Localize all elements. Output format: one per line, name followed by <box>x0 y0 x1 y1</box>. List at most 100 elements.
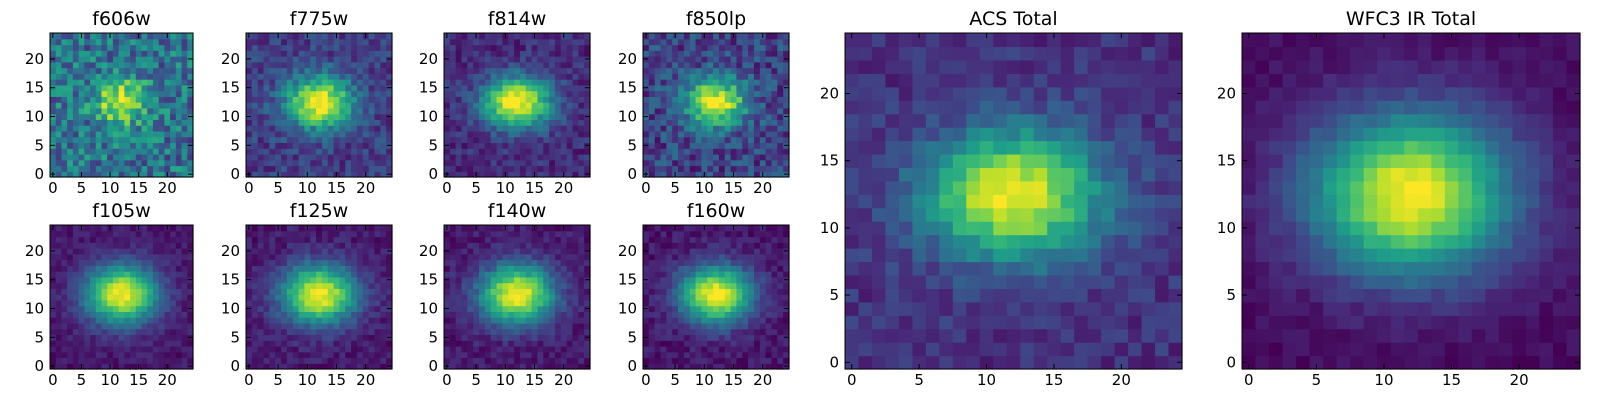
heatmap-cell <box>508 148 515 155</box>
heatmap-cell <box>508 165 515 172</box>
heatmap-cell <box>777 363 784 370</box>
heatmap-cell <box>316 276 323 284</box>
heatmap-cell <box>304 299 311 307</box>
heatmap-cell <box>730 130 738 138</box>
heatmap-cell <box>718 351 726 359</box>
heatmap-cell <box>327 340 335 347</box>
heatmap-cell <box>175 84 183 92</box>
heatmap-cell <box>181 363 188 370</box>
heatmap-cell <box>101 119 108 126</box>
heatmap-cell <box>724 33 732 40</box>
heatmap-cell <box>467 317 474 324</box>
heatmap-cell <box>683 107 691 115</box>
heatmap-cell <box>783 317 790 324</box>
heatmap-cell <box>461 305 468 312</box>
heatmap-cell <box>490 130 498 138</box>
heatmap-cell <box>449 351 457 359</box>
heatmap-cell <box>84 148 91 155</box>
heatmap-cell <box>141 165 148 172</box>
heatmap-cell <box>147 61 154 69</box>
heatmap-cell <box>141 351 148 359</box>
heatmap-cell <box>730 165 738 172</box>
heatmap-cell <box>327 225 335 232</box>
heatmap-cell <box>356 271 364 278</box>
heatmap-cell <box>286 56 294 63</box>
heatmap-cell <box>672 73 679 80</box>
heatmap-cell <box>164 96 171 103</box>
heatmap-cell <box>263 340 270 347</box>
heatmap-cell <box>672 136 679 144</box>
heatmap-cell <box>251 248 259 255</box>
heatmap-cell <box>152 340 160 347</box>
heatmap-cell <box>333 44 341 51</box>
heatmap-cell <box>292 148 300 155</box>
heatmap-cell <box>141 171 148 178</box>
heatmap-cell <box>473 317 480 324</box>
heatmap-cell <box>321 130 329 138</box>
heatmap-cell <box>275 79 282 86</box>
heatmap-cell <box>175 153 183 161</box>
heatmap-cell <box>124 142 131 149</box>
heatmap-cell <box>316 242 323 249</box>
heatmap-cell <box>292 90 300 97</box>
heatmap-cell <box>508 294 515 301</box>
heatmap-cell <box>386 44 393 51</box>
heatmap-cell <box>643 130 650 138</box>
heatmap-cell <box>490 288 498 295</box>
heatmap-cell <box>61 230 68 238</box>
heatmap-cell <box>672 67 679 74</box>
heatmap-cell <box>648 84 656 92</box>
heatmap-cell <box>380 340 387 347</box>
heatmap-cell <box>736 159 743 167</box>
heatmap-cell <box>50 328 57 336</box>
heatmap-cell <box>135 84 143 92</box>
heatmap-cell <box>175 230 183 238</box>
heatmap-cell <box>50 265 57 272</box>
heatmap-cell <box>449 288 457 295</box>
heatmap-cell <box>61 73 68 80</box>
heatmap-cell <box>566 317 574 324</box>
heatmap-cell <box>95 340 103 347</box>
heatmap-cell <box>158 38 165 46</box>
heatmap-cell <box>572 130 579 138</box>
heatmap-cell <box>84 159 91 167</box>
heatmap-cell <box>718 84 726 92</box>
heatmap-cell <box>777 107 784 115</box>
heatmap-cell <box>263 50 270 57</box>
heatmap-cell <box>683 351 691 359</box>
heatmap-cell <box>55 351 63 359</box>
heatmap-cell <box>118 311 125 318</box>
heatmap-cell <box>537 171 544 178</box>
heatmap-cell <box>263 328 270 336</box>
heatmap-cell <box>514 259 521 266</box>
heatmap-cell <box>333 236 341 243</box>
heatmap-cell <box>765 136 773 144</box>
heatmap-cell <box>95 84 103 92</box>
heatmap-cell <box>701 328 708 336</box>
heatmap-cell <box>554 142 562 149</box>
heatmap-cell <box>449 340 457 347</box>
heatmap-cell <box>543 107 550 115</box>
heatmap-cell <box>90 265 97 272</box>
heatmap-cells <box>444 33 591 178</box>
heatmap-cell <box>141 44 148 51</box>
heatmap-cell <box>298 248 305 255</box>
heatmap-cell <box>246 61 253 69</box>
heatmap-cell <box>327 56 335 63</box>
heatmap-cell <box>118 242 125 249</box>
heatmap-cell <box>701 294 708 301</box>
heatmap-cell <box>95 248 103 255</box>
heatmap-cell <box>175 299 183 307</box>
heatmap-cell <box>292 79 300 86</box>
heatmap-cell <box>578 102 585 109</box>
heatmap-cell <box>55 328 63 336</box>
heatmap-cell <box>584 102 591 109</box>
heatmap-cell <box>707 50 714 57</box>
heatmap-cell <box>660 33 667 40</box>
heatmap-cell <box>304 148 311 155</box>
heatmap-cell <box>135 259 143 266</box>
heatmap-cell <box>101 311 108 318</box>
heatmap-cell <box>275 56 282 63</box>
heatmap-cell <box>380 317 387 324</box>
heatmap-cell <box>124 259 131 266</box>
